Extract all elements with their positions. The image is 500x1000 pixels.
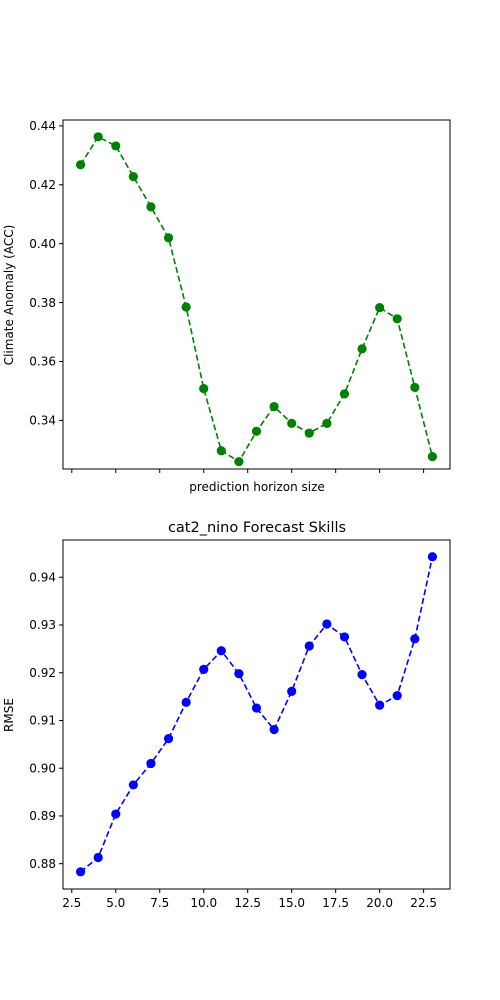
acc-data-point (410, 382, 420, 393)
acc-plot: 0.34 0.36 0.38 0.40 0.42 0.44 prediction hori… (2, 119, 451, 494)
acc-plot-frame (62, 119, 451, 470)
rmse-data-point (93, 852, 103, 863)
rmse-y-tick-label: 0.92 (29, 666, 56, 680)
acc-y-tick-label: 0.40 (29, 237, 56, 251)
acc-data-point (304, 428, 314, 438)
rmse-x-tick-label: 22.5 (410, 896, 437, 910)
rmse-y-tick-label: 0.94 (29, 570, 56, 584)
rmse-data-point (75, 867, 86, 877)
rmse-data-point (427, 552, 438, 562)
rmse-plot: cat2_nino Forecast Skills 2.5 5.0 7.5 10.0 1… (2, 520, 451, 910)
rmse-data-point (234, 669, 244, 679)
acc-plot-ticks: 0.34 0.36 0.38 0.40 0.42 0.44 (29, 119, 425, 473)
rmse-series-line (80, 556, 434, 873)
acc-data-point (216, 446, 226, 456)
acc-data-point (427, 452, 438, 462)
rmse-y-tick-label: 0.93 (29, 618, 56, 632)
rmse-data-point (216, 646, 226, 656)
rmse-data-point (181, 697, 191, 707)
acc-y-tick-label: 0.42 (29, 178, 56, 192)
rmse-data-point (304, 641, 314, 651)
acc-data-point (111, 141, 121, 151)
acc-data-point (357, 344, 367, 354)
acc-data-point (93, 132, 103, 142)
acc-data-point (269, 401, 279, 412)
rmse-y-tick-label: 0.91 (29, 714, 56, 728)
rmse-data-point (357, 670, 367, 680)
rmse-plot-title: cat2_nino Forecast Skills (168, 520, 346, 536)
acc-data-point (287, 418, 297, 428)
rmse-x-tick-label: 20.0 (366, 896, 393, 910)
rmse-data-point (251, 703, 262, 713)
acc-data-point (339, 389, 350, 399)
acc-data-point (234, 457, 244, 467)
acc-data-point (251, 426, 262, 436)
rmse-data-point (287, 686, 297, 696)
rmse-x-tick-label: 15.0 (278, 896, 305, 910)
rmse-data-point (269, 724, 279, 735)
rmse-y-axis-label: RMSE (2, 698, 16, 732)
rmse-plot-ticks: 2.5 5.0 7.5 10.0 12.5 15.0 17.5 20.0 22.5 0.88 0.8… (29, 570, 437, 910)
acc-y-axis-label: Climate Anomaly (ACC) (2, 225, 16, 366)
acc-data-point (392, 314, 402, 324)
rmse-y-tick-label: 0.89 (29, 809, 56, 823)
rmse-data-point (410, 634, 420, 644)
rmse-x-tick-label: 10.0 (190, 896, 217, 910)
acc-data-point (322, 418, 332, 428)
rmse-data-point (199, 664, 209, 674)
acc-y-tick-label: 0.38 (29, 296, 56, 310)
rmse-data-point (322, 619, 332, 629)
rmse-x-tick-label: 7.5 (150, 896, 169, 910)
rmse-data-point (163, 734, 174, 744)
acc-data-point (146, 202, 156, 212)
rmse-x-tick-label: 2.5 (62, 896, 81, 910)
acc-data-point (75, 160, 86, 170)
acc-data-point (181, 302, 191, 312)
rmse-plot-frame (62, 539, 451, 890)
rmse-data-point (339, 632, 350, 642)
rmse-data-point (392, 691, 402, 701)
acc-y-tick-label: 0.44 (29, 119, 56, 133)
rmse-data-point (111, 809, 121, 819)
rmse-data-point (146, 758, 156, 769)
rmse-data-point (375, 700, 385, 710)
rmse-x-tick-label: 5.0 (106, 896, 125, 910)
rmse-y-tick-label: 0.88 (29, 857, 56, 871)
rmse-y-tick-label: 0.90 (29, 761, 56, 775)
acc-data-point (199, 384, 209, 394)
acc-x-axis-label: prediction horizon size (189, 480, 325, 494)
acc-data-point (163, 233, 174, 243)
rmse-data-point (128, 780, 138, 790)
acc-y-tick-label: 0.36 (29, 355, 56, 369)
rmse-x-tick-label: 17.5 (322, 896, 349, 910)
acc-y-tick-label: 0.34 (29, 414, 56, 428)
rmse-x-tick-label: 12.5 (234, 896, 261, 910)
rmse-plot-marks (75, 552, 438, 877)
acc-data-point (128, 171, 138, 182)
acc-data-point (375, 303, 385, 313)
acc-plot-marks (75, 132, 438, 467)
